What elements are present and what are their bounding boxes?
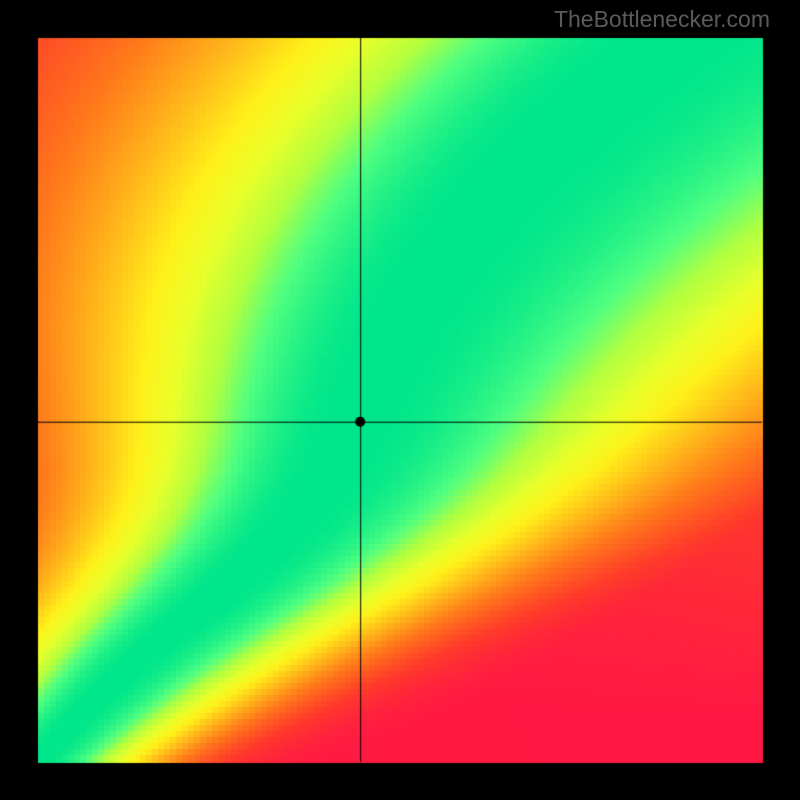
watermark-text: TheBottlenecker.com (554, 6, 770, 33)
heatmap-chart (0, 0, 800, 800)
